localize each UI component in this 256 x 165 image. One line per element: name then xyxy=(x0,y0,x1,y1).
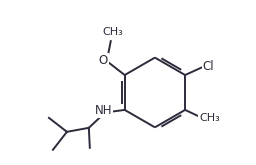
Text: NH: NH xyxy=(94,104,112,117)
Text: Cl: Cl xyxy=(203,60,215,73)
Text: CH₃: CH₃ xyxy=(102,27,123,37)
Text: CH₃: CH₃ xyxy=(199,113,220,123)
Text: O: O xyxy=(99,54,108,67)
